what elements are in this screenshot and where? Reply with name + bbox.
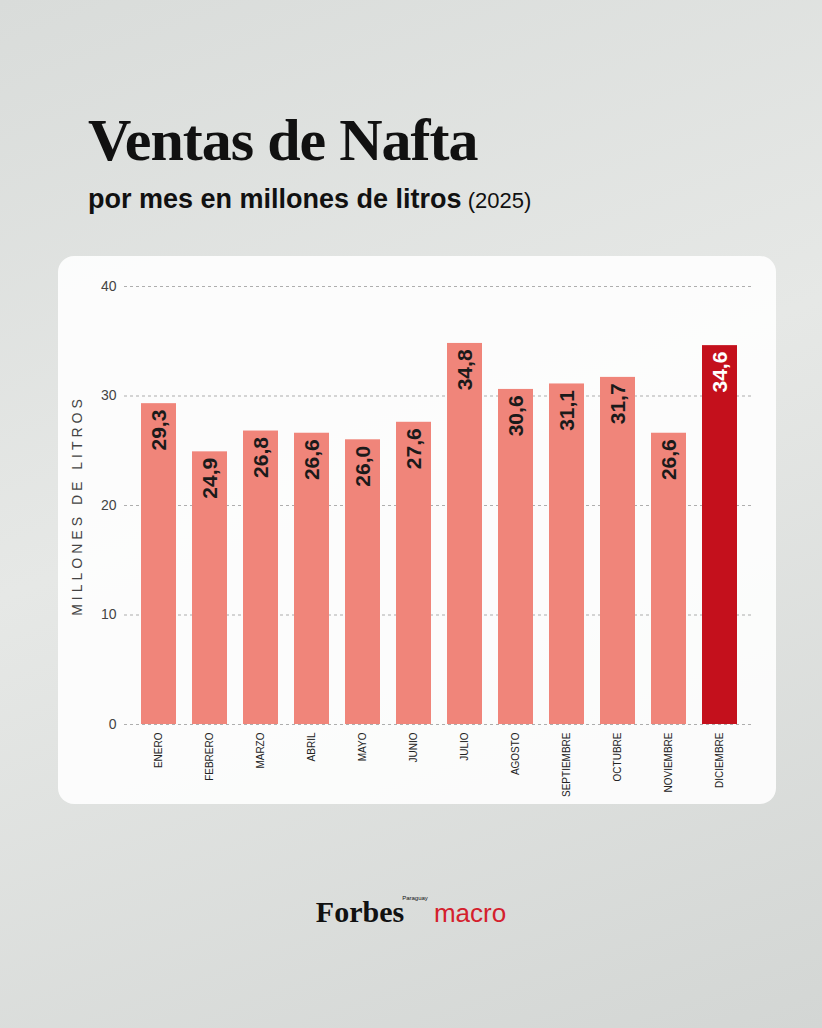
svg-text:40: 40 [101,278,117,294]
svg-text:OCTUBRE: OCTUBRE [612,732,623,781]
svg-text:AGOSTO: AGOSTO [510,732,521,775]
svg-text:10: 10 [101,606,117,622]
svg-text:31,7: 31,7 [606,383,629,424]
svg-text:20: 20 [101,497,117,513]
svg-text:30,6: 30,6 [504,395,527,436]
svg-text:SEPTIEMBRE: SEPTIEMBRE [561,732,572,797]
svg-text:31,1: 31,1 [555,390,578,431]
svg-text:MAYO: MAYO [357,732,368,761]
svg-text:MARZO: MARZO [255,732,266,768]
svg-text:MILLONES DE LITROS: MILLONES DE LITROS [69,395,85,616]
svg-text:NOVIEMBRE: NOVIEMBRE [663,732,674,792]
svg-text:FEBRERO: FEBRERO [204,732,215,781]
svg-text:27,6: 27,6 [402,428,425,469]
svg-text:24,9: 24,9 [198,458,221,499]
svg-text:26,0: 26,0 [351,446,374,487]
html-text:por mes en millones de litros(: por mes en millones de litros(2025) [88,184,532,214]
svg-text:0: 0 [109,716,117,732]
svg-text:30: 30 [101,387,117,403]
svg-text:ABRIL: ABRIL [306,732,317,761]
svg-text:26,6: 26,6 [657,439,680,480]
html-text:Forbes: Forbes [315,895,405,928]
html-text:Ventas de Nafta: Ventas de Nafta [88,107,478,173]
svg-text:34,8: 34,8 [453,349,476,390]
svg-text:JULIO: JULIO [459,732,470,761]
html-text:Paraguay: Paraguay [402,895,428,901]
svg-text:26,8: 26,8 [249,437,272,478]
svg-text:26,6: 26,6 [300,439,323,480]
svg-text:29,3: 29,3 [147,410,170,451]
svg-text:JUNIO: JUNIO [408,732,419,762]
svg-text:34,6: 34,6 [708,352,731,393]
svg-text:ENERO: ENERO [153,732,164,768]
svg-text:DICIEMBRE: DICIEMBRE [714,732,725,788]
html-text:macro: macro [433,898,507,928]
